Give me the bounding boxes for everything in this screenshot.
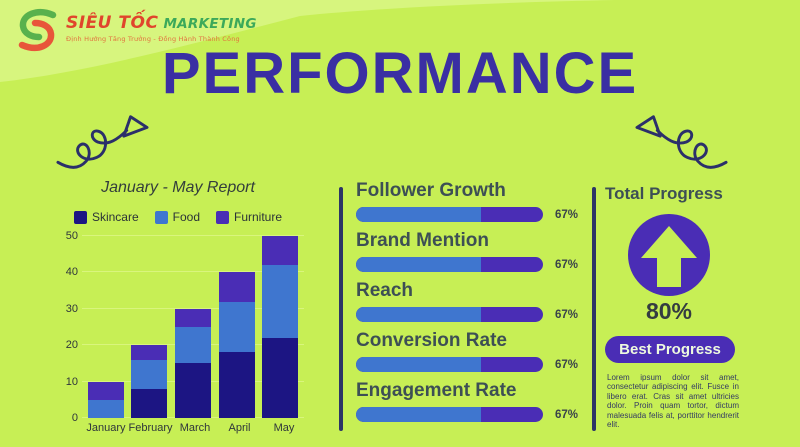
chart-plot-area: January February March April May xyxy=(82,235,304,434)
y-axis-tick: 10 xyxy=(65,375,78,388)
section-divider-left xyxy=(339,187,343,431)
legend-item: Food xyxy=(154,210,200,224)
metric-row: Reach 67% xyxy=(356,280,596,330)
bar-march xyxy=(171,308,215,418)
y-axis-tick: 40 xyxy=(65,266,78,279)
bar-segment-furniture xyxy=(131,345,168,360)
bar-segment-skincare xyxy=(131,388,168,418)
best-progress-button[interactable]: Best Progress xyxy=(605,336,735,363)
metric-percent: 67% xyxy=(555,359,579,371)
y-axis-tick: 30 xyxy=(65,302,78,315)
logo-text: SIÊU TỐC MARKETING Định Hướng Tăng Trưởn… xyxy=(66,7,257,43)
legend-swatch xyxy=(216,210,229,224)
metric-label: Brand Mention xyxy=(356,230,489,251)
total-progress-value: 80% xyxy=(645,298,693,324)
legend-item: Furniture xyxy=(216,210,282,224)
legend-label: Skincare xyxy=(91,210,139,224)
bar-february xyxy=(128,345,172,418)
metric-label: Reach xyxy=(356,280,414,301)
gridline xyxy=(82,307,304,309)
y-axis-tick: 20 xyxy=(65,339,78,352)
metric-label: Engagement Rate xyxy=(356,380,517,401)
metric-row: Engagement Rate 67% xyxy=(356,380,596,430)
x-axis-label: March xyxy=(179,422,211,434)
metric-progress-bar xyxy=(356,357,543,372)
bar-may xyxy=(258,236,302,418)
metric-percent: 67% xyxy=(555,259,579,271)
metric-progress-fill xyxy=(356,357,482,372)
metric-row: Follower Growth 67% xyxy=(356,180,596,230)
total-progress-heading: Total Progress xyxy=(605,184,723,203)
legend-item: Skincare xyxy=(73,210,139,224)
metric-progress-fill xyxy=(356,307,482,322)
metrics-list: Follower Growth 67% Brand Mention 67% Reach 6… xyxy=(356,180,596,430)
bars-group xyxy=(82,236,304,418)
bar-segment-skincare xyxy=(174,363,211,418)
bar-column xyxy=(174,308,211,418)
legend-swatch xyxy=(154,210,168,224)
gridline xyxy=(82,271,304,273)
brand-name-primary: SIÊU TỐC xyxy=(66,13,159,33)
bar-segment-food xyxy=(131,359,168,389)
total-progress-section: Total Progress 80% Best Progress Lorem i… xyxy=(605,184,743,429)
legend-label: Furniture xyxy=(234,210,283,224)
bar-segment-furniture xyxy=(174,308,211,328)
bar-april xyxy=(215,272,259,418)
chart-legend: Skincare Food Furniture xyxy=(48,210,308,224)
bar-segment-food xyxy=(218,301,255,353)
chart-title: January - May Report xyxy=(101,179,255,196)
metric-row: Brand Mention 67% xyxy=(356,230,596,280)
bar-segment-food xyxy=(174,327,211,364)
y-axis-tick: 50 xyxy=(65,230,78,242)
bar-segment-food xyxy=(262,265,299,338)
metric-progress-fill xyxy=(356,407,482,422)
metric-progress-bar xyxy=(356,207,543,222)
metric-label: Conversion Rate xyxy=(356,330,507,351)
bar-column xyxy=(262,236,299,418)
gridline xyxy=(82,235,304,236)
brand-name-secondary: MARKETING xyxy=(163,16,257,32)
metric-percent: 67% xyxy=(555,209,579,221)
page-title: PERFORMANCE xyxy=(161,41,639,106)
metric-percent: 67% xyxy=(555,309,579,321)
top-wave-shape xyxy=(0,0,615,82)
brand-tagline: Định Hướng Tăng Trưởng - Đồng Hành Thành… xyxy=(66,35,240,43)
bar-segment-skincare xyxy=(262,337,299,418)
metric-progress-bar xyxy=(356,257,543,272)
bar-column xyxy=(218,272,255,418)
metric-progress-fill xyxy=(356,207,482,222)
x-axis-label: May xyxy=(273,422,295,434)
metric-label: Follower Growth xyxy=(356,180,506,201)
section-divider-right xyxy=(592,187,596,431)
x-axis-label: January xyxy=(86,422,126,434)
bar-segment-furniture xyxy=(218,272,255,302)
legend-label: Food xyxy=(172,210,200,224)
squiggle-arrow-left-icon xyxy=(56,115,149,169)
metric-percent: 67% xyxy=(555,409,579,421)
bar-segment-skincare xyxy=(218,352,255,418)
brand-logo: SIÊU TỐC MARKETING Định Hướng Tăng Trưởn… xyxy=(14,7,257,53)
x-axis-label: April xyxy=(228,422,251,434)
metric-progress-bar xyxy=(356,407,543,422)
x-axis-label: February xyxy=(128,422,173,434)
arrow-up-circle-icon xyxy=(628,214,710,296)
metric-progress-fill xyxy=(356,257,482,272)
y-axis: 0 10 20 30 40 50 xyxy=(52,230,78,424)
stacked-bar-chart: 0 10 20 30 40 50 January February March April May xyxy=(52,230,308,441)
legend-swatch xyxy=(73,210,87,224)
bar-segment-food xyxy=(87,399,124,418)
y-axis-tick: 0 xyxy=(71,412,78,424)
logo-s-icon xyxy=(18,8,57,52)
bar-column xyxy=(87,381,124,418)
description-text: Lorem ipsum dolor sit amet, consectetur … xyxy=(607,373,739,430)
bar-segment-furniture xyxy=(87,381,124,400)
metric-progress-bar xyxy=(356,307,543,322)
bar-column xyxy=(131,345,168,418)
bar-segment-furniture xyxy=(262,236,299,266)
squiggle-arrow-right-icon xyxy=(635,115,728,169)
metric-row: Conversion Rate 67% xyxy=(356,330,596,380)
bar-january xyxy=(84,381,128,418)
